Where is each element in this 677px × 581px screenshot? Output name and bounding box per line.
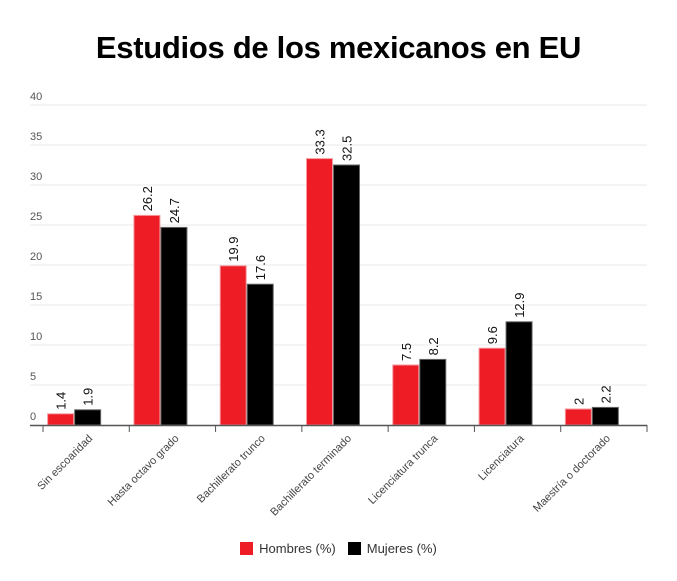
data-label: 24.7	[167, 198, 182, 223]
bar-mujeres	[505, 321, 533, 426]
data-label: 17.6	[253, 255, 268, 280]
bar-hombres	[392, 364, 420, 426]
data-label: 7.5	[399, 343, 414, 361]
y-tick-label: 40	[30, 91, 42, 103]
data-label: 9.6	[485, 326, 500, 344]
bar-mujeres	[333, 164, 360, 426]
bar-mujeres	[419, 358, 447, 426]
bar-mujeres	[74, 409, 102, 426]
y-tick-label: 15	[30, 291, 42, 303]
bar-mujeres	[591, 406, 619, 426]
chart-title: Estudios de los mexicanos en EU	[95, 30, 582, 65]
y-tick-label: 35	[30, 131, 42, 143]
x-tick-label: Bachillerato terminado	[268, 433, 354, 519]
bar-hombres	[564, 408, 592, 426]
x-axis: Sin escoaridad Hasta octavo grado Bachille…	[30, 424, 648, 519]
bar-hombres	[306, 158, 333, 426]
data-label: 8.2	[426, 337, 441, 355]
bar-mujeres	[246, 283, 274, 426]
data-label: 1.9	[81, 388, 96, 406]
bar-hombres	[133, 214, 161, 426]
data-label: 32.5	[340, 136, 355, 161]
data-label: 12.9	[512, 292, 527, 317]
x-tick-label: Maestría o doctorado	[531, 433, 613, 515]
bar-hombres	[478, 347, 506, 426]
data-label: 19.9	[226, 236, 241, 261]
y-tick-label: 20	[30, 251, 42, 263]
data-labels: 1.4 1.9 26.2 24.7 19.9 17.6 33.3 32.5 7.5 8.2 9.6 1…	[54, 129, 614, 410]
y-axis-ticks: 0 5 10 15 20 25 30 35 40	[30, 91, 42, 423]
bars	[47, 158, 619, 426]
y-tick-label: 30	[30, 171, 42, 183]
y-tick-label: 5	[30, 371, 36, 383]
legend-swatch-hombres	[240, 542, 254, 555]
bar-mujeres	[160, 226, 188, 426]
y-tick-label: 0	[30, 411, 36, 423]
bar-hombres	[219, 265, 247, 426]
data-label: 2.2	[598, 385, 613, 403]
legend-item-mujeres[interactable]: Mujeres (%)	[347, 541, 437, 556]
bar-hombres	[47, 413, 75, 426]
data-label: 26.2	[140, 186, 155, 211]
x-tick-label: Sin escoaridad	[35, 433, 95, 493]
y-tick-label: 10	[30, 331, 42, 343]
legend: Hombres (%) Mujeres (%)	[0, 541, 677, 556]
data-label: 2	[571, 398, 586, 405]
y-tick-label: 25	[30, 211, 42, 223]
legend-label-hombres: Hombres (%)	[259, 541, 336, 556]
bar-chart: 0 5 10 15 20 25 30 35 40 1.4 1.9 26.2 24.7 19.9 17.6 3…	[30, 91, 648, 519]
legend-item-hombres[interactable]: Hombres (%)	[240, 541, 336, 556]
x-tick-label: Licenciatura trunca	[366, 432, 441, 507]
x-tick-label: Licenciatura	[476, 432, 527, 483]
data-label: 33.3	[313, 129, 328, 154]
data-label: 1.4	[54, 392, 69, 410]
x-tick-label: Hasta octavo grado	[106, 433, 182, 509]
x-tick-label: Bachillerato trunco	[195, 433, 268, 506]
legend-label-mujeres: Mujeres (%)	[366, 541, 437, 556]
legend-swatch-mujeres	[347, 542, 361, 555]
